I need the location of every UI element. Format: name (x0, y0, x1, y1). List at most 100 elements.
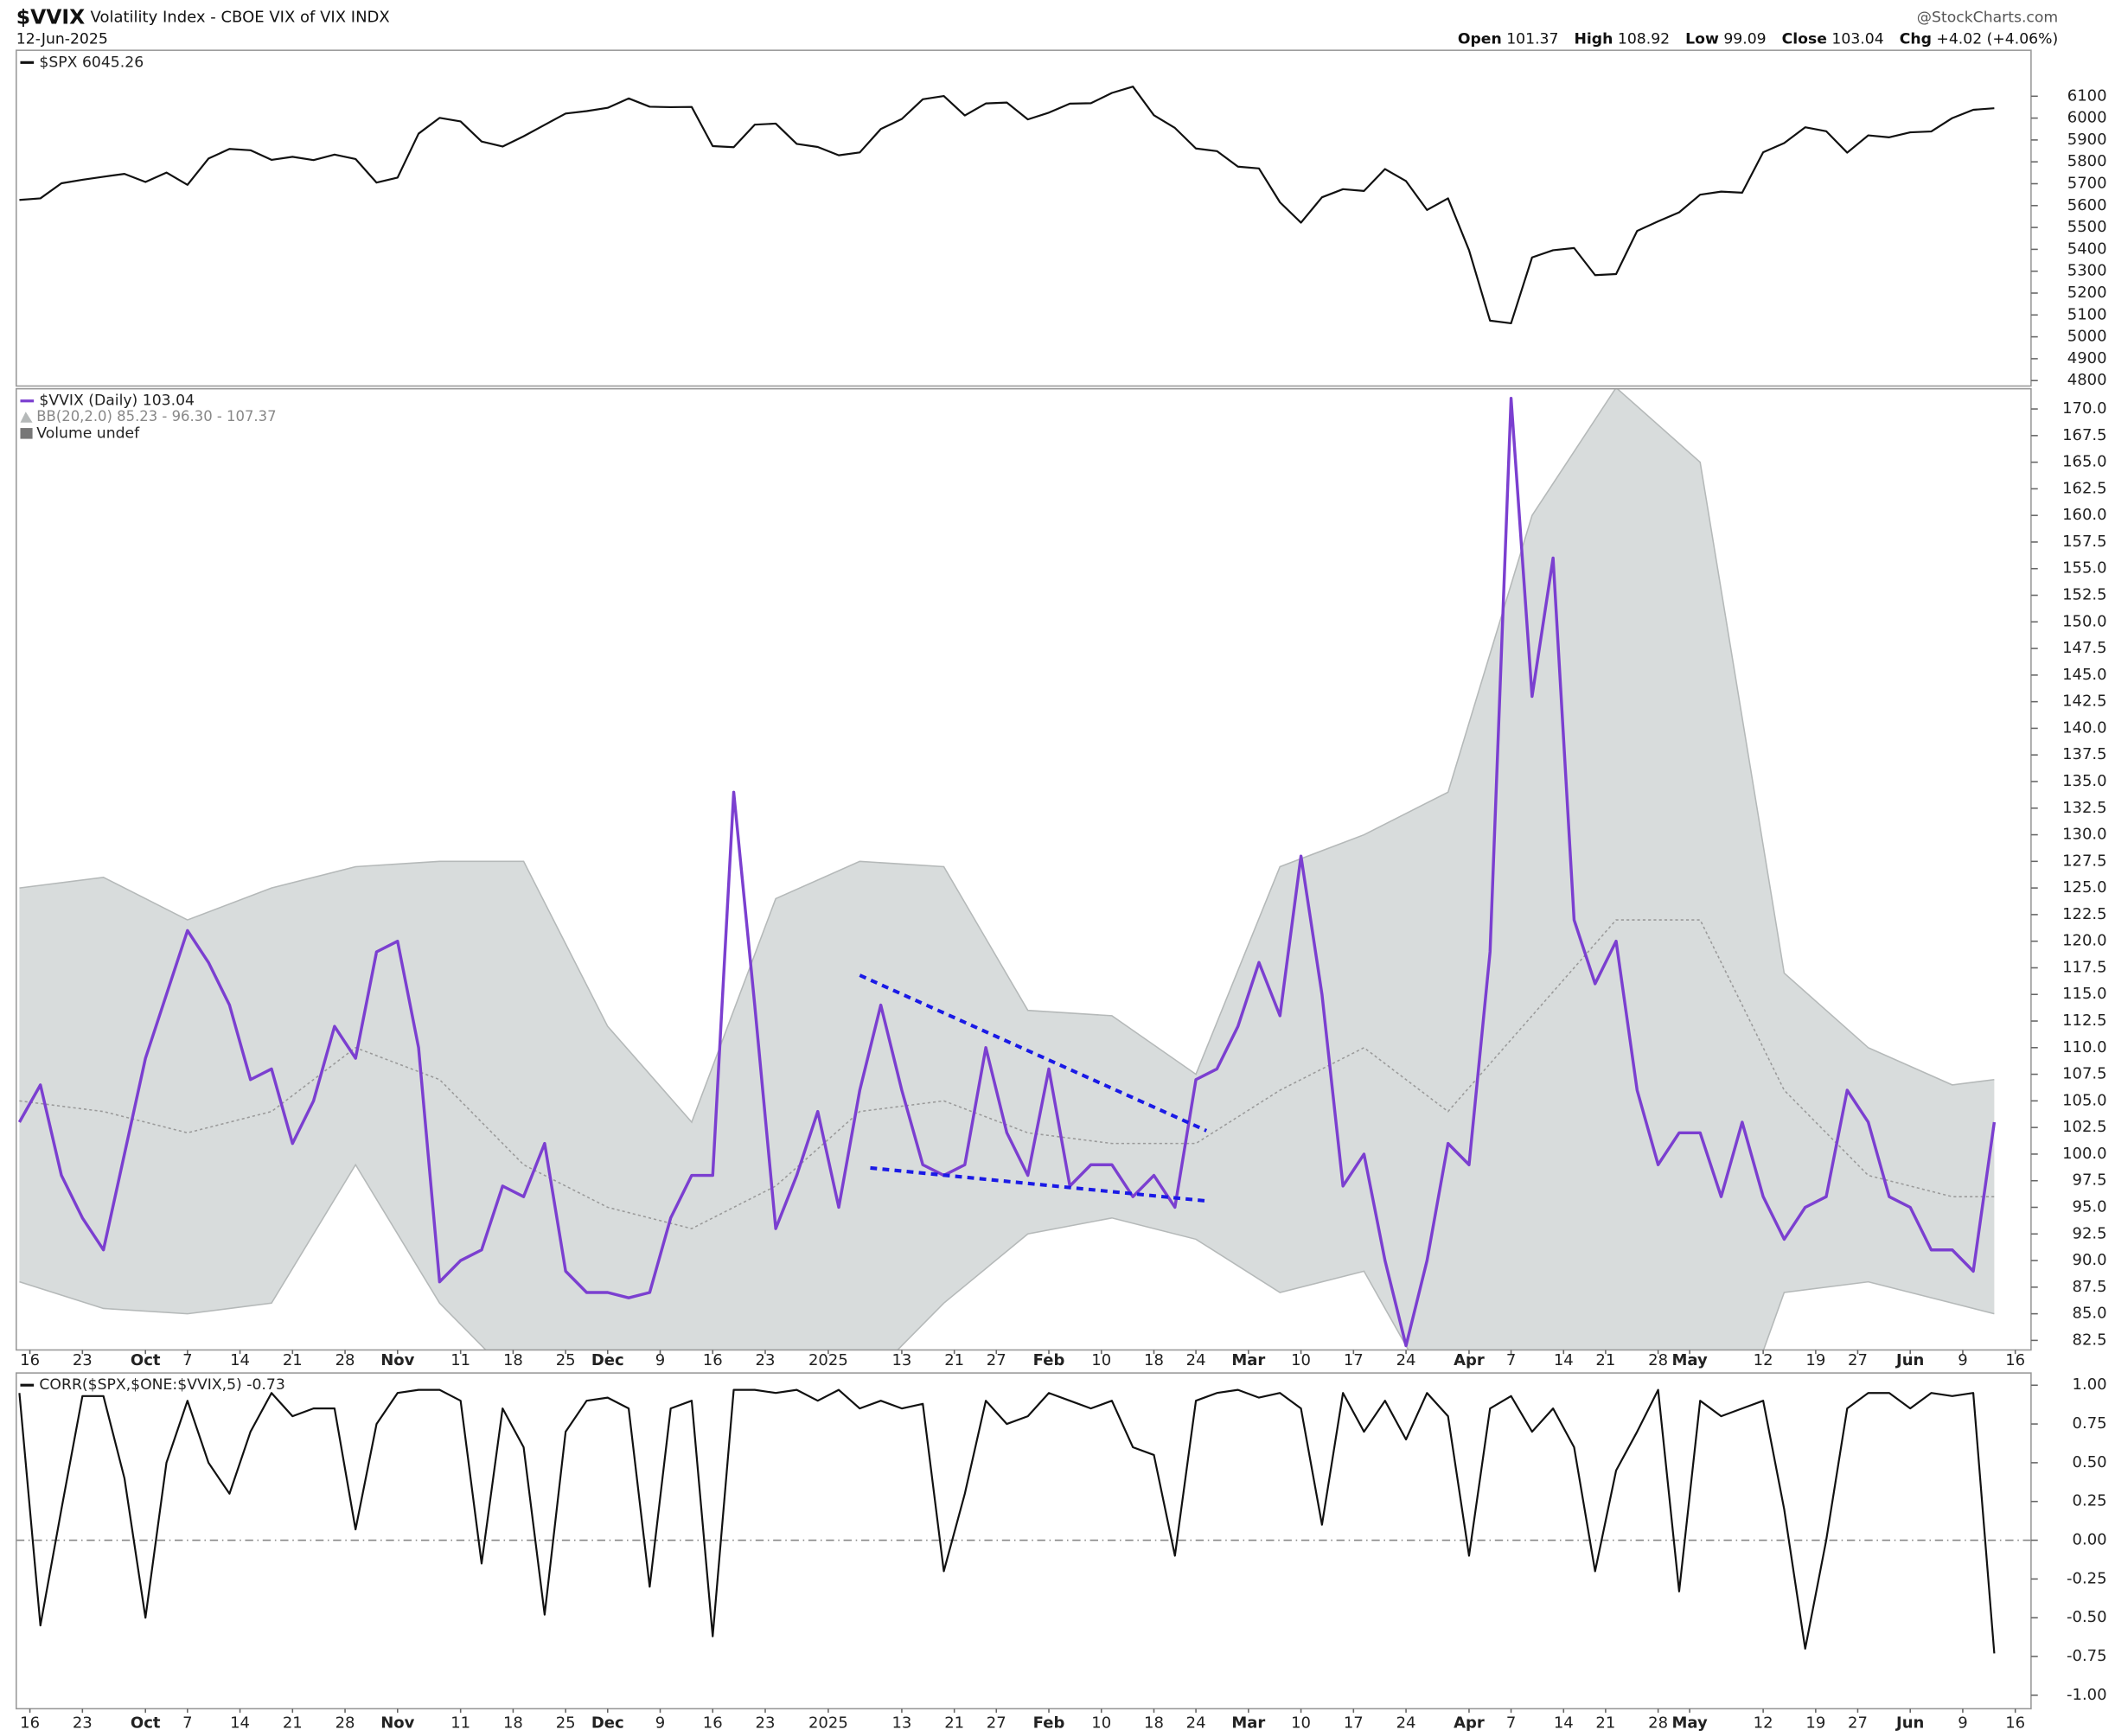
panel (19, 86, 1995, 325)
y-tick-label: 5200 (2067, 284, 2107, 302)
y-tick-label: 97.5 (2073, 1171, 2107, 1190)
panel (16, 1388, 2031, 1654)
x-tick-label: 27 (1848, 1714, 1868, 1733)
x-tick-label: 23 (756, 1351, 776, 1369)
y-tick-label: 107.5 (2062, 1065, 2107, 1083)
y-tick-label: 5500 (2067, 218, 2107, 236)
x-tick-label: 18 (503, 1351, 523, 1369)
x-tick-label: 14 (230, 1714, 250, 1733)
x-tick-label: 19 (1805, 1714, 1825, 1733)
x-tick-label: Mar (1231, 1351, 1265, 1369)
y-tick-label: 135.0 (2062, 772, 2107, 790)
trendline (870, 1165, 1207, 1203)
panel-frame (16, 49, 2032, 387)
quote-label: High (1574, 31, 1613, 48)
y-tick-label: -1.00 (2067, 1686, 2107, 1704)
x-tick-label: 18 (1144, 1351, 1164, 1369)
x-tick-label: 10 (1091, 1351, 1111, 1369)
x-tick-label: 12 (1754, 1351, 1773, 1369)
y-tick-label: 152.5 (2062, 586, 2107, 604)
y-tick-label: 82.5 (2073, 1331, 2107, 1349)
x-tick-label: 27 (1848, 1351, 1868, 1369)
x-tick-label: 7 (182, 1351, 192, 1369)
quote-label: Chg (1900, 31, 1932, 48)
y-tick-label: 160.0 (2062, 506, 2107, 524)
y-tick-label: 127.5 (2062, 852, 2107, 870)
y-tick-label: 6000 (2067, 109, 2107, 127)
y-tick-label: 130.0 (2062, 826, 2107, 844)
series-line (19, 86, 1995, 325)
y-tick-label: 100.0 (2062, 1145, 2107, 1163)
legend-swatch (20, 412, 33, 423)
x-tick-label: Feb (1033, 1351, 1065, 1369)
x-tick-label: 24 (1186, 1714, 1206, 1733)
chart-date: 12-Jun-2025 (16, 31, 108, 48)
y-tick-label: 157.5 (2062, 533, 2107, 551)
x-tick-label: 28 (335, 1351, 355, 1369)
quote-value: 99.09 (1723, 31, 1766, 48)
x-tick-label: 21 (944, 1351, 964, 1369)
x-tick-label: 10 (1091, 1714, 1111, 1733)
y-tick-label: 110.0 (2062, 1038, 2107, 1056)
x-tick-label: 16 (703, 1351, 723, 1369)
y-tick-label: 120.0 (2062, 932, 2107, 950)
x-tick-label: 23 (756, 1714, 776, 1733)
y-tick-label: -0.75 (2067, 1647, 2107, 1665)
x-tick-label: 16 (2005, 1714, 2025, 1733)
quote: Open 101.37 High 108.92 Low 99.09 Close … (1458, 31, 2058, 48)
y-tick-label: 142.5 (2062, 692, 2107, 711)
series-line (18, 1388, 1996, 1654)
y-tick-label: 5800 (2067, 152, 2107, 170)
x-tick-label: 14 (230, 1351, 250, 1369)
x-tick-label: Mar (1231, 1714, 1265, 1733)
y-tick-label: 0.50 (2073, 1453, 2107, 1471)
x-tick-label: 23 (73, 1714, 93, 1733)
y-tick-label: 0.25 (2073, 1492, 2107, 1510)
legend-label: CORR($SPX,$ONE:$VVIX,5) -0.73 (39, 1376, 284, 1394)
y-tick-label: 4800 (2067, 371, 2107, 389)
x-tick-label: 24 (1396, 1714, 1416, 1733)
y-tick-label: 132.5 (2062, 799, 2107, 817)
y-tick-label: 145.0 (2062, 666, 2107, 684)
y-tick-label: 1.00 (2073, 1375, 2107, 1394)
bollinger-lower (19, 1163, 1995, 1350)
panel (17, 388, 1997, 1350)
x-tick-label: 21 (1595, 1714, 1615, 1733)
x-tick-label: 10 (1291, 1351, 1311, 1369)
y-tick-label: 87.5 (2073, 1278, 2107, 1296)
x-tick-label: 27 (987, 1351, 1006, 1369)
quote-label: Low (1685, 31, 1719, 48)
x-tick-label: 16 (703, 1714, 723, 1733)
y-tick-label: 115.0 (2062, 985, 2107, 1003)
y-tick-label: 105.0 (2062, 1091, 2107, 1109)
x-tick-label: Nov (380, 1351, 414, 1369)
x-tick-label: Oct (131, 1714, 161, 1733)
x-tick-label: 18 (503, 1714, 523, 1733)
y-tick-label: 150.0 (2062, 612, 2107, 630)
x-tick-label: Apr (1454, 1714, 1485, 1733)
x-tick-label: 2025 (808, 1351, 848, 1369)
y-tick-label: 170.0 (2062, 399, 2107, 418)
x-tick-label: 17 (1344, 1351, 1364, 1369)
x-tick-label: 9 (1958, 1714, 1967, 1733)
legend-label: $VVIX (Daily) 103.04 (39, 393, 195, 410)
y-tick-label: 0.00 (2073, 1531, 2107, 1549)
quote-label: Open (1458, 31, 1502, 48)
quote-label: Close (1782, 31, 1827, 48)
x-tick-label: 25 (556, 1714, 576, 1733)
y-tick-label: 117.5 (2062, 958, 2107, 976)
y-tick-label: 5600 (2067, 196, 2107, 214)
bollinger-upper (19, 388, 1995, 1124)
legend-label: $SPX 6045.26 (39, 54, 144, 71)
quote-value: +4.02 (+4.06%) (1936, 31, 2058, 48)
y-tick-label: 5400 (2067, 239, 2107, 258)
x-tick-label: Nov (380, 1714, 414, 1733)
y-tick-label: 95.0 (2073, 1197, 2107, 1216)
x-tick-label: Oct (131, 1351, 161, 1369)
symbol-name: Volatility Index - CBOE VIX of VIX INDX (91, 9, 390, 27)
x-tick-label: 16 (2005, 1351, 2025, 1369)
x-tick-label: 14 (1554, 1351, 1574, 1369)
x-tick-label: 9 (655, 1714, 665, 1733)
y-tick-label: 5300 (2067, 262, 2107, 280)
